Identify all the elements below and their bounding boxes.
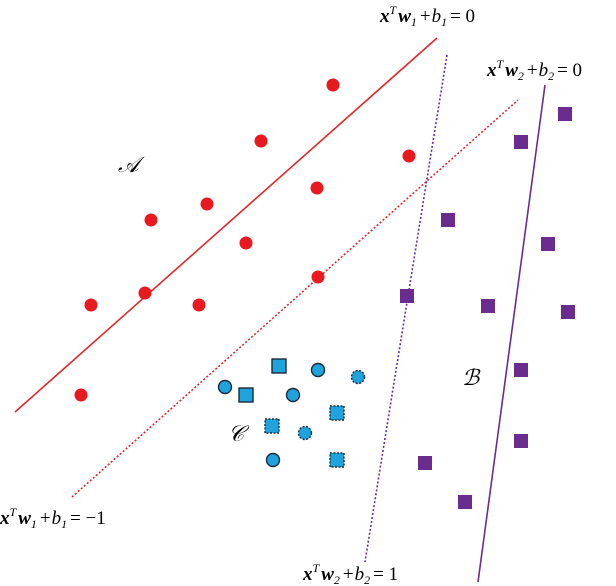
equation-part: = −1 (70, 508, 106, 529)
equation-part: 1 (411, 15, 417, 29)
point (514, 135, 528, 149)
point (558, 107, 572, 121)
set-c-points (217, 358, 366, 468)
equation-part: x (0, 508, 10, 529)
equation-part: + (527, 60, 538, 81)
equation-part: b (52, 508, 62, 529)
point (84, 298, 98, 312)
set-a-points (74, 78, 416, 402)
point (254, 134, 268, 148)
point (238, 387, 254, 403)
equation-part: x (302, 564, 313, 585)
equation-part: x (379, 6, 390, 27)
set-b-points (400, 107, 575, 509)
point (329, 452, 345, 468)
point (350, 369, 366, 385)
point (441, 213, 455, 227)
point (200, 197, 214, 211)
point (271, 358, 287, 374)
equation-part: 1 (441, 15, 447, 29)
point (192, 298, 206, 312)
point (329, 405, 345, 421)
set-label: 𝒞 (228, 421, 250, 446)
equation-part: w (398, 6, 411, 27)
point (561, 305, 575, 319)
equation: xT w1 +b1 = −1 (0, 505, 106, 531)
point (265, 452, 281, 468)
margin-b (364, 54, 448, 563)
equation-part: b (355, 564, 365, 585)
point (481, 299, 495, 313)
point (402, 149, 416, 163)
point (297, 425, 313, 441)
equation-part: 2 (334, 573, 340, 586)
equation-part: 2 (548, 69, 554, 83)
equation-part: T (313, 561, 321, 575)
point (311, 270, 325, 284)
point (310, 181, 324, 195)
point (310, 362, 326, 378)
equation-part: w (505, 60, 518, 81)
equation-part: w (321, 564, 334, 585)
equation-part: = 1 (373, 564, 398, 585)
equation-part: 2 (518, 69, 524, 83)
set-label: ℬ (462, 365, 481, 390)
point (400, 289, 414, 303)
point (458, 495, 472, 509)
equation-part: = 0 (450, 6, 475, 27)
point (285, 387, 301, 403)
equation-part: + (420, 6, 431, 27)
equation-part: w (18, 508, 31, 529)
equation-part: T (10, 505, 18, 519)
equation-part: b (539, 60, 549, 81)
point (514, 434, 528, 448)
equation-part: x (486, 60, 497, 81)
point (514, 363, 528, 377)
equation-part: 1 (31, 517, 37, 531)
equation-part: = 0 (557, 60, 582, 81)
hyperplane-b (477, 84, 546, 583)
point (326, 78, 340, 92)
set-label: 𝒜 (118, 152, 145, 177)
point (217, 379, 233, 395)
margin-a (71, 99, 519, 498)
point (239, 236, 253, 250)
point (138, 286, 152, 300)
equation-part: + (40, 508, 51, 529)
point (541, 237, 555, 251)
hyperplane-a (14, 37, 438, 413)
equation-part: T (390, 3, 398, 17)
point (74, 388, 88, 402)
point (144, 213, 158, 227)
point (264, 418, 280, 434)
equation-part: + (343, 564, 354, 585)
equation: xT w1 +b1 = 0 (379, 3, 475, 29)
point (418, 456, 432, 470)
equation-part: b (432, 6, 442, 27)
equation-part: 1 (61, 517, 67, 531)
equation-part: 2 (364, 573, 370, 586)
equation-part: T (497, 57, 505, 71)
equation: xT w2 +b2 = 1 (302, 561, 398, 586)
equation: xT w2 +b2 = 0 (486, 57, 582, 83)
